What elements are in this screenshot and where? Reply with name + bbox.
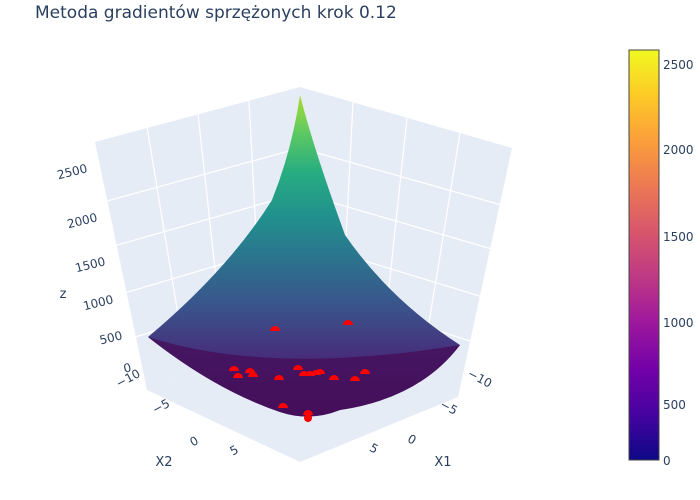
optimization-point xyxy=(270,326,280,331)
optimization-point xyxy=(360,369,370,374)
optimization-point xyxy=(229,366,239,371)
x2-tick: −10 xyxy=(114,366,143,390)
z-tick: 2500 xyxy=(56,161,89,182)
z-tick: 2000 xyxy=(66,210,99,231)
optimization-point xyxy=(293,365,303,370)
chart-title: Metoda gradientów sprzężonych krok 0.12 xyxy=(35,3,397,23)
x1-tick: −10 xyxy=(465,366,494,390)
optimization-point xyxy=(315,369,325,374)
surface-bottom-shade xyxy=(148,337,460,417)
colorbar-gradient xyxy=(628,49,660,461)
x2-tick: 5 xyxy=(227,442,240,458)
optimization-point xyxy=(274,375,284,380)
z-tick: 1500 xyxy=(74,254,107,275)
z-tick: 500 xyxy=(98,328,124,347)
optimization-points xyxy=(229,320,370,422)
optimization-point xyxy=(303,410,313,415)
optimization-point xyxy=(304,414,312,422)
optimization-point xyxy=(278,403,288,408)
optimization-point xyxy=(245,368,255,373)
surface-mesh xyxy=(148,95,460,417)
optimization-point xyxy=(329,375,339,380)
colorbar-tick: 2500 xyxy=(663,58,694,72)
z-tick: 1000 xyxy=(82,292,115,313)
z-axis-title: z xyxy=(60,287,67,302)
optimization-point xyxy=(343,320,353,325)
optimization-point xyxy=(350,376,360,381)
z-tick: 0 xyxy=(122,360,133,375)
x1-tick: 5 xyxy=(367,440,380,456)
colorbar-tick: 0 xyxy=(663,454,671,468)
colorbar: 2500 2000 1500 1000 500 0 xyxy=(628,49,694,468)
colorbar-tick: 2000 xyxy=(663,143,694,157)
x1-axis-title: X1 xyxy=(434,455,451,470)
x2-tick: 0 xyxy=(187,433,200,449)
x2-axis-title: X2 xyxy=(155,455,172,470)
colorbar-tick: 1500 xyxy=(663,230,694,244)
optimization-point xyxy=(248,372,258,377)
x1-tick: 0 xyxy=(405,431,418,447)
optimization-point xyxy=(233,373,243,378)
colorbar-tick: 500 xyxy=(663,398,686,412)
colorbar-tick: 1000 xyxy=(663,316,694,330)
